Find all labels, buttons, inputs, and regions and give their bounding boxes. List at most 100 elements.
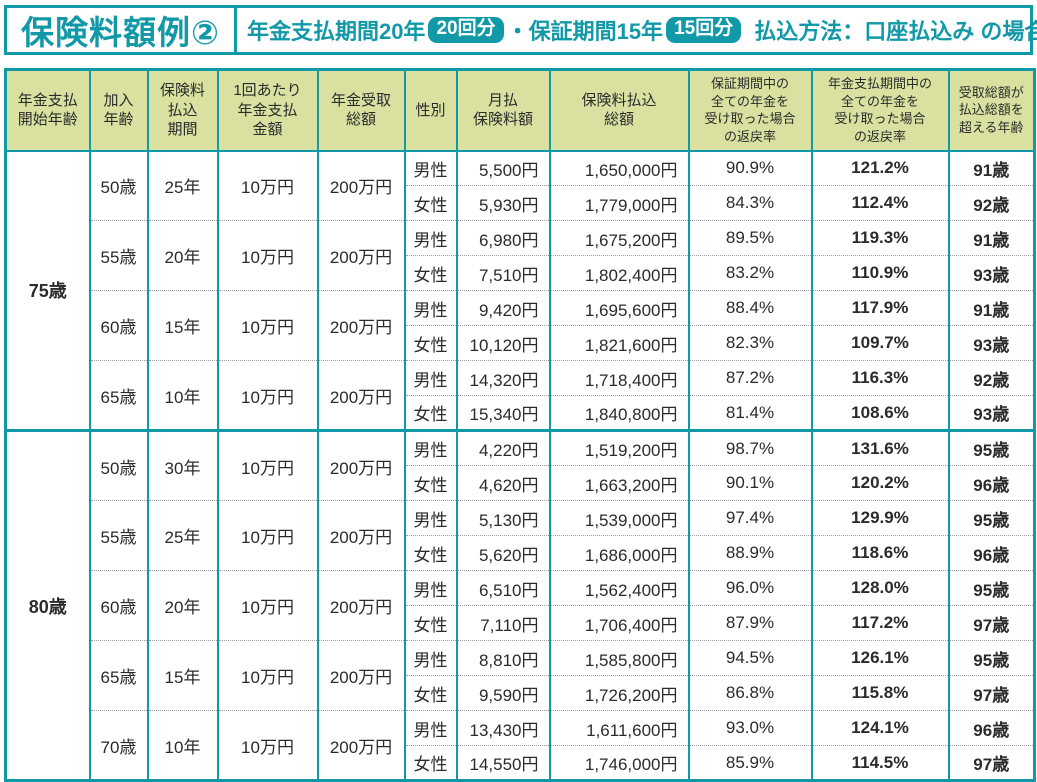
badge-20-installments: 20回分	[428, 17, 504, 43]
total-receive-cell: 200万円	[316, 360, 406, 431]
breakeven-age-cell: 91歳	[947, 220, 1036, 256]
monthly-premium-cell: 6,980円	[455, 220, 551, 256]
rate-full-cell: 120.2%	[810, 465, 950, 501]
total-receive-cell: 200万円	[316, 570, 406, 641]
breakeven-age-cell: 93歳	[947, 325, 1036, 361]
table-row: 75歳 50歳 25年 10万円 200万円 男性 5,500円 1,650,0…	[4, 150, 1036, 431]
start-age-cell: 80歳	[4, 429, 91, 781]
sex-cell: 男性	[403, 640, 458, 676]
breakeven-age-cell: 95歳	[947, 570, 1036, 606]
condition-payment-method: 払込方法：口座払込み の場合	[754, 19, 1037, 44]
condition-guarantee-period: ・保証期間15年	[506, 19, 664, 44]
rate-full-cell: 109.7%	[810, 325, 950, 361]
rate-guarantee-cell: 90.1%	[687, 465, 813, 501]
table-row: 女性 5,620円 1,686,000円 88.9% 118.6% 96歳	[6, 535, 1036, 571]
sex-cell: 女性	[403, 745, 458, 781]
monthly-premium-cell: 9,590円	[455, 675, 551, 711]
payment-period-cell: 20年	[146, 570, 219, 641]
monthly-premium-cell: 10,120円	[455, 325, 551, 361]
breakeven-age-cell: 95歳	[947, 500, 1036, 536]
breakeven-age-cell: 92歳	[947, 185, 1036, 221]
header-sex: 性別	[403, 68, 458, 152]
title-conditions: 年金支払期間20年 20回分 ・保証期間15年 15回分 払込方法：口座払込み …	[237, 8, 1037, 52]
total-paid-cell: 1,695,600円	[548, 290, 690, 326]
join-age-cell: 50歳	[88, 150, 149, 221]
monthly-premium-cell: 5,500円	[455, 150, 551, 186]
total-paid-cell: 1,585,800円	[548, 640, 690, 676]
rate-full-cell: 129.9%	[810, 500, 950, 536]
per-payment-cell: 10万円	[216, 220, 319, 291]
total-paid-cell: 1,539,000円	[548, 500, 690, 536]
join-age-cell: 60歳	[88, 290, 149, 361]
rate-full-cell: 124.1%	[810, 710, 950, 746]
per-payment-cell: 10万円	[216, 290, 319, 361]
total-receive-cell: 200万円	[316, 710, 406, 781]
rate-full-cell: 128.0%	[810, 570, 950, 606]
join-age-cell: 60歳	[88, 570, 149, 641]
header-return-rate-full: 年金支払期間中の 全ての年金を 受け取った場合 の返戻率	[810, 68, 950, 152]
rate-guarantee-cell: 87.9%	[687, 605, 813, 641]
sex-cell: 女性	[403, 605, 458, 641]
header-breakeven-age: 受取総額が 払込総額を 超える年齢	[947, 68, 1036, 152]
table-row: 60歳 15年 10万円 200万円 男性 9,420円 1,695,600円 …	[6, 290, 1036, 361]
breakeven-age-cell: 93歳	[947, 395, 1036, 431]
monthly-premium-cell: 5,930円	[455, 185, 551, 221]
sex-cell: 女性	[403, 675, 458, 711]
total-paid-cell: 1,718,400円	[548, 360, 690, 396]
join-age-cell: 50歳	[88, 429, 149, 501]
start-age-cell: 75歳	[4, 150, 91, 431]
sex-cell: 男性	[403, 570, 458, 606]
table-header: 年金支払 開始年齢 加入 年齢 保険料 払込 期間 1回あたり 年金支払 金額 …	[4, 68, 1036, 152]
breakeven-age-cell: 92歳	[947, 360, 1036, 396]
total-receive-cell: 200万円	[316, 150, 406, 221]
sex-cell: 女性	[403, 535, 458, 571]
table-row: 女性 9,590円 1,726,200円 86.8% 115.8% 97歳	[6, 675, 1036, 711]
rate-guarantee-cell: 86.8%	[687, 675, 813, 711]
payment-period-cell: 25年	[146, 500, 219, 571]
sex-cell: 男性	[403, 710, 458, 746]
badge-15-installments: 15回分	[666, 17, 742, 43]
rate-full-cell: 117.9%	[810, 290, 950, 326]
header-start-age: 年金支払 開始年齢	[4, 68, 91, 152]
table-row: 60歳 20年 10万円 200万円 男性 6,510円 1,562,400円 …	[6, 570, 1036, 641]
page: { "colors":{"accent_teal":"#1299a8","hea…	[4, 5, 1037, 782]
payment-period-cell: 30年	[146, 429, 219, 501]
per-payment-cell: 10万円	[216, 150, 319, 221]
table-row: 女性 10,120円 1,821,600円 82.3% 109.7% 93歳	[6, 325, 1036, 361]
header-total-receive: 年金受取 総額	[316, 68, 406, 152]
total-paid-cell: 1,675,200円	[548, 220, 690, 256]
rate-full-cell: 118.6%	[810, 535, 950, 571]
rate-guarantee-cell: 88.4%	[687, 290, 813, 326]
rate-full-cell: 121.2%	[810, 150, 950, 186]
table-row: 女性 7,510円 1,802,400円 83.2% 110.9% 93歳	[6, 255, 1036, 291]
per-payment-cell: 10万円	[216, 360, 319, 431]
total-paid-cell: 1,650,000円	[548, 150, 690, 186]
monthly-premium-cell: 13,430円	[455, 710, 551, 746]
monthly-premium-cell: 4,620円	[455, 465, 551, 501]
rate-guarantee-cell: 81.4%	[687, 395, 813, 431]
total-paid-cell: 1,686,000円	[548, 535, 690, 571]
total-paid-cell: 1,821,600円	[548, 325, 690, 361]
total-paid-cell: 1,706,400円	[548, 605, 690, 641]
sex-cell: 女性	[403, 185, 458, 221]
rate-full-cell: 117.2%	[810, 605, 950, 641]
table-row: 80歳 50歳 30年 10万円 200万円 男性 4,220円 1,519,2…	[4, 429, 1036, 781]
sex-cell: 女性	[403, 255, 458, 291]
total-paid-cell: 1,726,200円	[548, 675, 690, 711]
table-row: 女性 4,620円 1,663,200円 90.1% 120.2% 96歳	[6, 465, 1036, 501]
condition-payment-period: 年金支払期間20年	[246, 19, 426, 44]
header-per-payment: 1回あたり 年金支払 金額	[216, 68, 319, 152]
table-row: 65歳 15年 10万円 200万円 男性 8,810円 1,585,800円 …	[6, 640, 1036, 711]
monthly-premium-cell: 6,510円	[455, 570, 551, 606]
join-age-cell: 70歳	[88, 710, 149, 781]
table-row: 65歳 10年 10万円 200万円 男性 14,320円 1,718,400円…	[6, 360, 1036, 431]
rate-full-cell: 131.6%	[810, 429, 950, 466]
rate-guarantee-cell: 84.3%	[687, 185, 813, 221]
payment-period-cell: 15年	[146, 290, 219, 361]
monthly-premium-cell: 5,620円	[455, 535, 551, 571]
page-title: 保険料額例②	[7, 8, 237, 52]
rate-guarantee-cell: 98.7%	[687, 429, 813, 466]
header-total-paid: 保険料払込 総額	[548, 68, 690, 152]
total-paid-cell: 1,840,800円	[548, 395, 690, 431]
monthly-premium-cell: 5,130円	[455, 500, 551, 536]
